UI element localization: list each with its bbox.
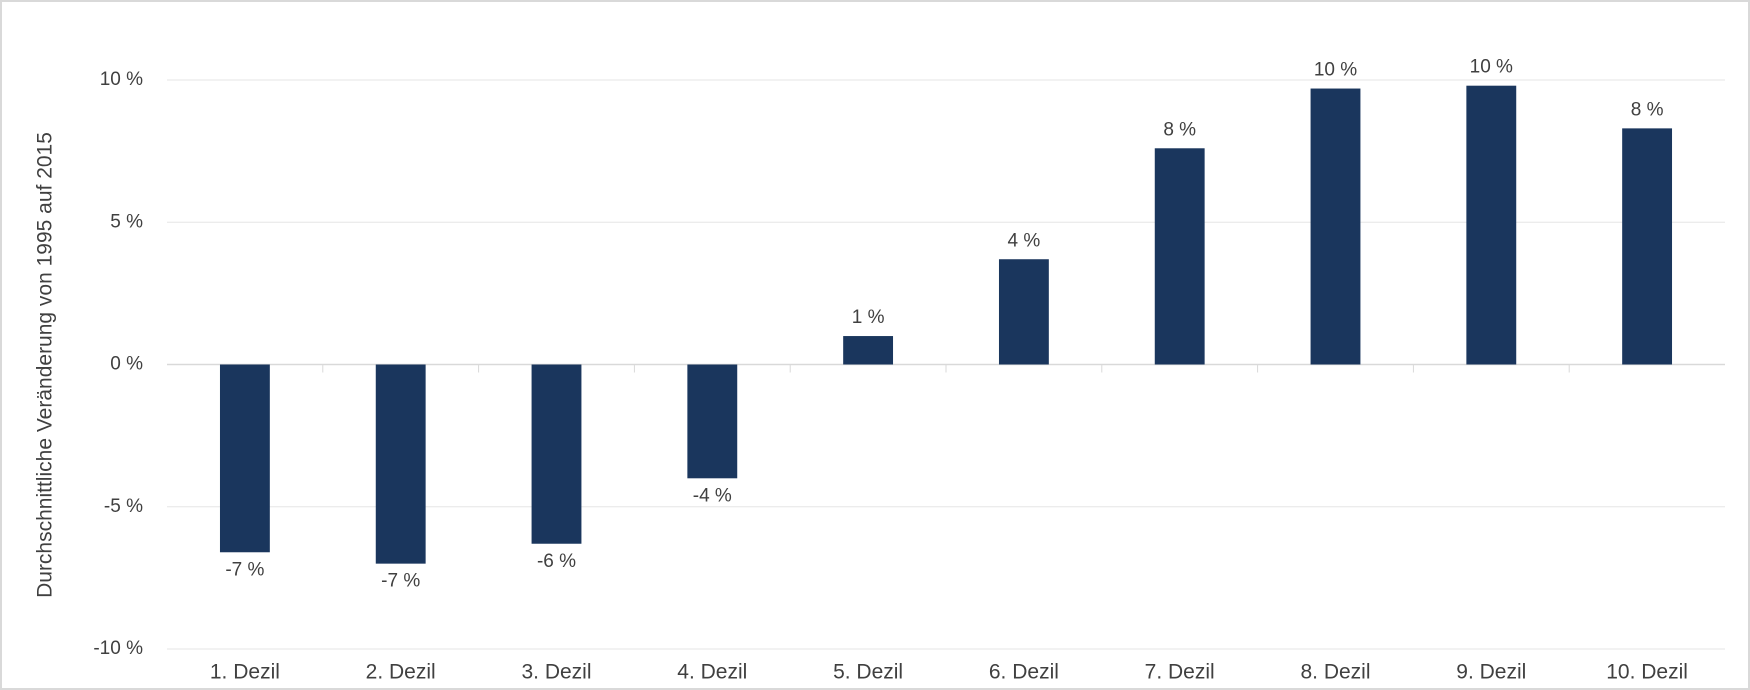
bar (1622, 128, 1673, 365)
y-tick-label: -5 % (104, 496, 143, 517)
x-tick-label: 7. Dezil (1145, 661, 1215, 684)
value-label: 8 % (1631, 99, 1664, 120)
x-tick-label: 10. Dezil (1606, 661, 1688, 684)
value-label: 10 % (1314, 60, 1357, 81)
value-label: 1 % (852, 307, 885, 328)
value-label: -6 % (537, 551, 576, 572)
value-label: 8 % (1163, 119, 1196, 140)
y-tick-label: 0 % (110, 354, 143, 375)
x-tick-label: 4. Dezil (677, 661, 747, 684)
bar (843, 336, 894, 365)
x-tick-label: 6. Dezil (989, 661, 1059, 684)
bar (1154, 148, 1205, 365)
bar (1310, 88, 1361, 365)
x-tick-label: 3. Dezil (521, 661, 591, 684)
y-tick-label: 5 % (110, 211, 143, 232)
bar (375, 364, 426, 564)
value-label: -7 % (225, 559, 264, 580)
x-tick-label: 2. Dezil (366, 661, 436, 684)
value-label: -7 % (381, 571, 420, 592)
x-tick-label: 9. Dezil (1456, 661, 1526, 684)
y-tick-label: -10 % (93, 638, 143, 659)
x-tick-label: 8. Dezil (1300, 661, 1370, 684)
y-tick-label: 10 % (100, 69, 143, 90)
value-label: -4 % (693, 485, 732, 506)
x-tick-label: 1. Dezil (210, 661, 280, 684)
x-tick-label: 5. Dezil (833, 661, 903, 684)
bar (998, 259, 1049, 365)
bar (687, 364, 738, 479)
bar (219, 364, 270, 553)
y-axis-title: Durchschnittliche Veränderung von 1995 a… (34, 132, 57, 598)
value-label: 4 % (1008, 230, 1041, 251)
bar (1466, 85, 1517, 365)
value-label: 10 % (1470, 57, 1513, 78)
bar (531, 364, 582, 544)
